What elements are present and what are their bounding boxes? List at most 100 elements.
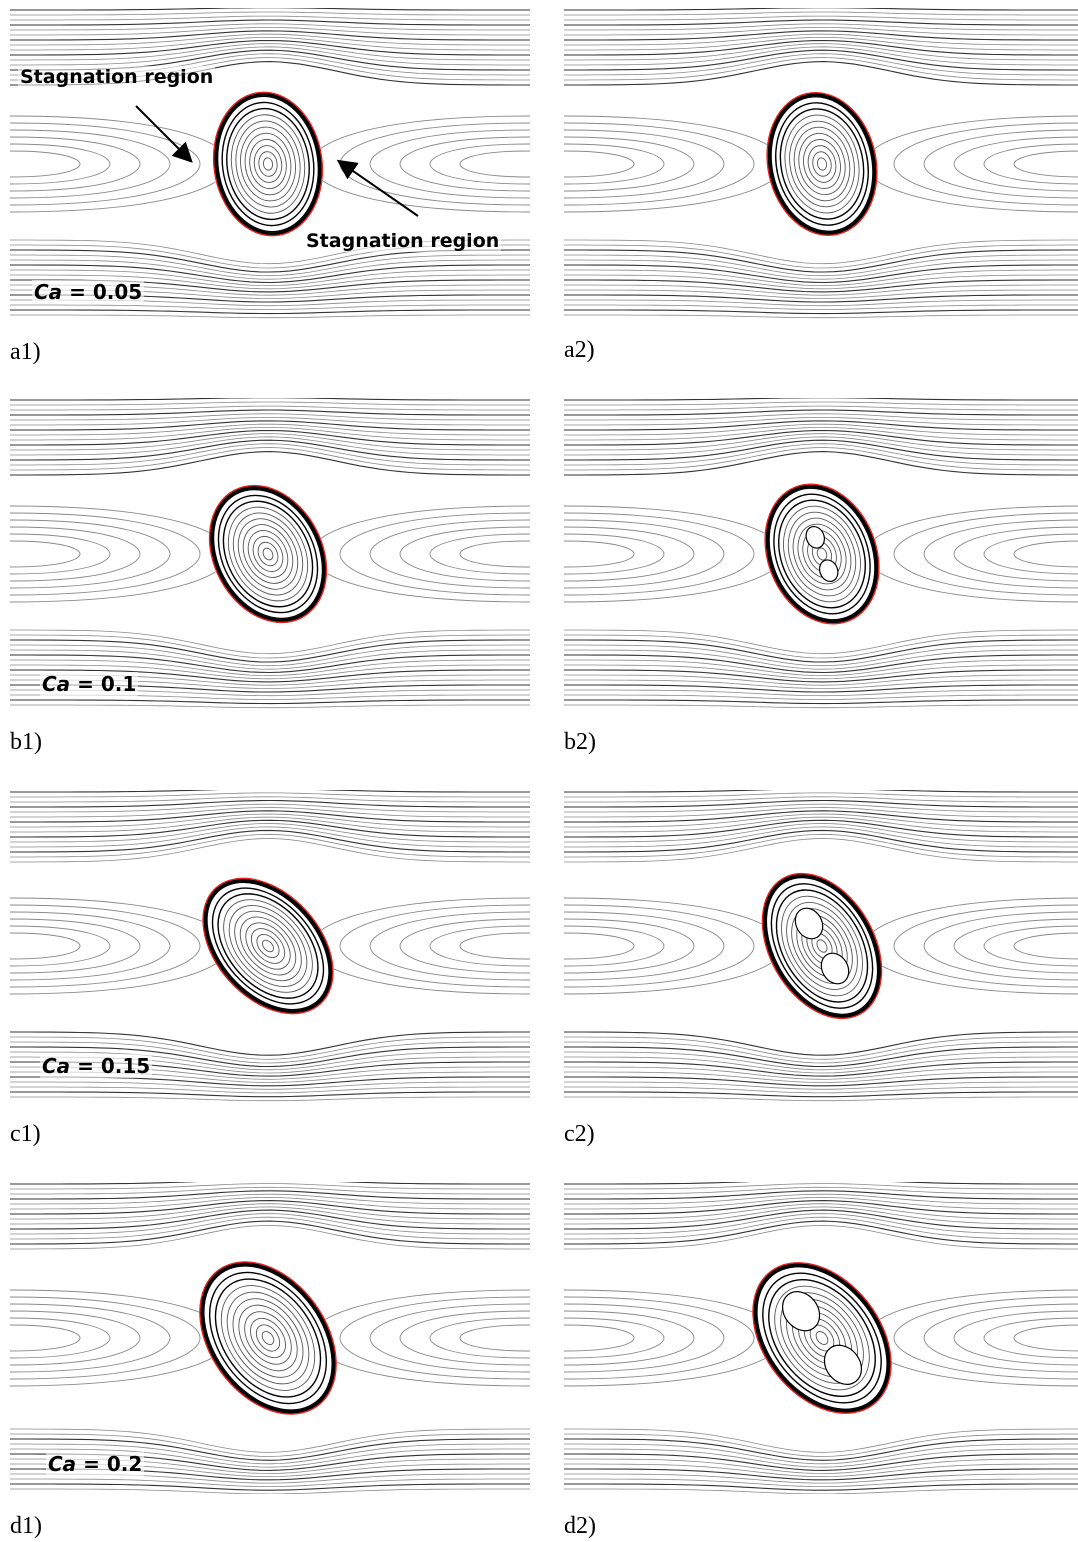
- streamline: [564, 443, 1078, 466]
- recirculation-loop: [1013, 150, 1078, 178]
- drop-interface: [766, 91, 878, 237]
- streamline: [10, 1182, 530, 1185]
- streamline: [10, 1190, 530, 1200]
- recirculation-loop: [893, 1296, 1078, 1380]
- drop-rim: [203, 878, 333, 1014]
- streamline: [564, 838, 1078, 863]
- internal-streamline: [245, 922, 291, 970]
- streamline: [564, 810, 1078, 823]
- streamline: [10, 629, 530, 655]
- streamline: [564, 1428, 1078, 1453]
- streamline: [564, 244, 1078, 269]
- streamline: [564, 1453, 1078, 1471]
- streamline: [564, 807, 1078, 818]
- recirculation-right: [309, 897, 530, 995]
- streamline: [564, 61, 1078, 86]
- streamline: [564, 1076, 1078, 1087]
- streamline: [564, 304, 1078, 310]
- recirculation-loop: [10, 918, 141, 974]
- streamline: [10, 810, 530, 823]
- streamline: [10, 669, 530, 683]
- internal-streamline: [242, 524, 294, 584]
- streamline: [10, 659, 530, 677]
- internal-streamline: [262, 547, 274, 561]
- streamline: [564, 1488, 1078, 1494]
- recirculation-loop: [10, 904, 201, 988]
- streamline: [564, 629, 1078, 655]
- streamline: [564, 1096, 1078, 1102]
- recirculation-loop: [1013, 932, 1078, 960]
- streamline: [564, 684, 1078, 693]
- streamline: [564, 1220, 1078, 1245]
- streamline: [10, 304, 530, 310]
- streamline: [10, 39, 530, 56]
- streamline: [10, 796, 530, 803]
- ca-label-b: Ca = 0.1: [40, 672, 139, 696]
- internal-streamline: [230, 114, 306, 214]
- panel-b1: [10, 398, 530, 710]
- internal-streamline: [256, 933, 280, 959]
- internal-streamline: [774, 1285, 870, 1391]
- drop-interface: [199, 1261, 337, 1415]
- recirculation-loop: [429, 533, 530, 575]
- streamline: [10, 451, 530, 476]
- recirculation-loop: [10, 526, 141, 582]
- streamline: [564, 654, 1078, 674]
- streamline: [10, 1036, 530, 1060]
- caption-b2: b2): [564, 729, 596, 755]
- internal-streamline: [815, 1331, 829, 1345]
- streamline: [10, 634, 530, 659]
- recirculation-loop: [564, 533, 665, 575]
- streamline: [10, 429, 530, 446]
- drop-interface: [761, 872, 883, 1020]
- streamline-plot-d1: [10, 1182, 530, 1494]
- internal-streamline: [217, 893, 319, 999]
- recirculation-loop: [564, 143, 665, 185]
- internal-streamline: [212, 488, 324, 620]
- internal-streamline: [226, 1291, 310, 1385]
- ca-value: = 0.1: [70, 672, 137, 696]
- streamline: [564, 1036, 1078, 1060]
- internal-streamline: [775, 889, 869, 1003]
- caption-d1: d1): [10, 1513, 42, 1539]
- internal-streamline: [257, 541, 279, 567]
- streamline: [564, 1206, 1078, 1225]
- streamline: [10, 1041, 530, 1064]
- streamline: [10, 1209, 530, 1230]
- streamline: [564, 1056, 1078, 1074]
- streamline: [564, 1091, 1078, 1098]
- recirculation-loop: [10, 1324, 81, 1352]
- streamline: [564, 1193, 1078, 1205]
- internal-streamline: [244, 1311, 292, 1365]
- drop-rim: [214, 92, 322, 236]
- internal-streamline: [786, 902, 858, 990]
- vortex-lobe: [794, 907, 824, 940]
- recirculation-loop: [10, 911, 171, 981]
- streamline: [564, 1213, 1078, 1235]
- internal-streamline: [239, 916, 297, 976]
- caption-b1: b1): [10, 729, 42, 755]
- streamline: [564, 39, 1078, 56]
- internal-streamline: [783, 505, 861, 603]
- drop: [202, 877, 334, 1015]
- internal-streamline: [221, 101, 315, 227]
- recirculation-loop: [564, 150, 635, 178]
- streamline: [564, 1433, 1078, 1457]
- streamline: [564, 669, 1078, 683]
- streamline: [10, 249, 530, 273]
- internal-streamline: [787, 511, 857, 597]
- streamline: [10, 26, 530, 36]
- streamline: [10, 274, 530, 290]
- streamline: [10, 644, 530, 667]
- streamline: [10, 1438, 530, 1461]
- recirculation-loop: [399, 918, 530, 974]
- internal-streamline: [775, 102, 869, 226]
- streamline: [564, 416, 1078, 426]
- streamline: [10, 19, 530, 26]
- streamline: [564, 1473, 1078, 1484]
- streamline: [10, 664, 530, 680]
- recirculation-loop: [893, 122, 1078, 206]
- recirculation-loop: [10, 129, 171, 199]
- recirculation-loop: [893, 904, 1078, 988]
- streamline: [10, 813, 530, 828]
